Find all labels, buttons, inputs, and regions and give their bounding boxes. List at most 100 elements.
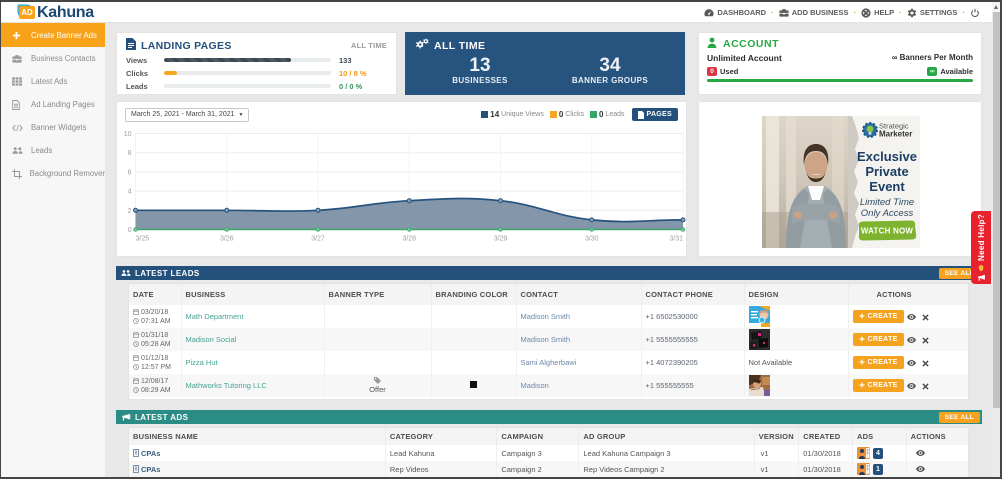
watch-now-label: WATCH NOW xyxy=(861,227,914,236)
sidebar-item-banner-widgets[interactable]: Banner Widgets xyxy=(1,116,105,139)
col-ad-group: AD GROUP xyxy=(578,428,755,445)
design-thumbnail[interactable] xyxy=(748,329,770,350)
lead-row: 01/12/18 12:57 PM Pizza Hut Sami Algherb… xyxy=(129,351,968,374)
nav-separator: · xyxy=(771,8,774,17)
design-thumbnail[interactable] xyxy=(748,306,770,327)
eye-icon xyxy=(907,360,917,367)
available-badge: ∞ xyxy=(927,66,938,76)
ad-subline-1: Limited Time xyxy=(860,197,914,208)
ad-business[interactable]: CPAs xyxy=(133,465,381,474)
sidebar-item-label: Business Contacts xyxy=(31,54,96,63)
view-lead-button[interactable] xyxy=(906,311,918,323)
lead-design xyxy=(744,328,849,351)
banner-groups-count: 34 xyxy=(599,55,621,76)
svg-text:10: 10 xyxy=(124,131,132,138)
nav-separator: · xyxy=(899,8,902,17)
view-ad-button[interactable] xyxy=(915,463,927,475)
tag-icon xyxy=(374,377,381,384)
lead-phone: +1 6502530000 xyxy=(645,312,698,321)
nav-logout[interactable] xyxy=(970,8,980,18)
waving-hand-icon xyxy=(977,265,985,271)
calendar-icon xyxy=(133,309,139,315)
leads-label: Leads xyxy=(605,111,625,118)
lead-business-link[interactable]: Math Department xyxy=(185,312,244,321)
eye-icon xyxy=(916,466,926,472)
delete-lead-button[interactable] xyxy=(920,334,932,346)
ad-thumbnail[interactable] xyxy=(856,463,870,475)
view-lead-button[interactable] xyxy=(906,334,918,346)
nav-help[interactable]: HELP xyxy=(861,7,895,18)
ad-campaign: Campaign 3 xyxy=(496,445,580,461)
watch-now-button[interactable]: WATCH NOW xyxy=(858,220,917,241)
ads-see-all-button[interactable]: SEE ALL xyxy=(938,411,980,423)
account-card: ACCOUNT Unlimited Account ∞ Banners Per … xyxy=(698,32,982,95)
leads-table-card: DATE BUSINESS BANNER TYPE BRANDING COLOR… xyxy=(128,283,969,400)
cogs-icon xyxy=(415,37,429,55)
ad-business[interactable]: CPAs xyxy=(133,449,381,458)
sidebar-item-business-contacts[interactable]: Business Contacts xyxy=(1,47,105,70)
clock-icon xyxy=(133,387,139,393)
ad-thumbnail[interactable] xyxy=(856,447,870,459)
lead-contact-link[interactable]: Madison Smith xyxy=(520,312,571,321)
sidebar-item-latest-ads[interactable]: Latest Ads xyxy=(1,70,105,93)
latest-leads-header: LATEST LEADS SEE ALL xyxy=(116,266,982,280)
date-range-dropdown[interactable]: March 25, 2021 - March 31, 2021 ▼ xyxy=(125,107,250,122)
lead-business-link[interactable]: Madison Social xyxy=(185,335,237,344)
scrollbar-up-arrow[interactable] xyxy=(992,2,1000,12)
date-range-value: March 25, 2021 - March 31, 2021 xyxy=(131,111,235,118)
col-business: BUSINESS xyxy=(181,284,325,305)
lead-branding-color xyxy=(431,374,517,397)
create-button[interactable]: CREATE xyxy=(852,378,904,392)
legend-leads: 0 Leads xyxy=(589,110,625,119)
sidebar-item-create-banner-ads[interactable]: Create Banner Ads xyxy=(1,23,105,47)
create-button[interactable]: CREATE xyxy=(852,309,904,323)
scrollbar-thumb[interactable] xyxy=(992,12,1000,408)
lead-phone: +1 5555555555 xyxy=(645,335,698,344)
lead-business-link[interactable]: Pizza Hut xyxy=(185,358,218,367)
lead-contact-link[interactable]: Madison Smith xyxy=(520,335,571,344)
views-row: Views 133 xyxy=(126,54,387,66)
vertical-scrollbar[interactable] xyxy=(992,2,1000,477)
create-button[interactable]: CREATE xyxy=(852,332,904,346)
man-photo xyxy=(785,144,847,248)
promo-ad-banner[interactable]: Strategic Marketer Exclusive Private Eve… xyxy=(762,116,920,248)
nav-dashboard[interactable]: DASHBOARD xyxy=(704,8,766,17)
col-contact: CONTACT xyxy=(516,284,642,305)
design-thumbnail[interactable] xyxy=(748,375,770,396)
col-design: DESIGN xyxy=(744,284,849,305)
lead-contact-link[interactable]: Madison xyxy=(520,381,549,390)
sidebar: Create Banner Ads Business Contacts Late… xyxy=(1,23,105,477)
help-icon xyxy=(861,7,871,18)
x-icon xyxy=(922,383,929,390)
delete-lead-button[interactable] xyxy=(920,380,932,392)
brand-logo[interactable]: AD Kahuna xyxy=(17,3,94,22)
sidebar-item-background-remover[interactable]: Background Remover xyxy=(1,162,105,185)
view-lead-button[interactable] xyxy=(906,357,918,369)
delete-lead-button[interactable] xyxy=(920,357,932,369)
calendar-icon xyxy=(133,332,139,338)
view-lead-button[interactable] xyxy=(906,380,918,392)
sidebar-item-ad-landing-pages[interactable]: Ad Landing Pages xyxy=(1,93,105,116)
sidebar-item-leads[interactable]: Leads xyxy=(1,139,105,162)
unique-views-count: 14 xyxy=(490,110,500,119)
lead-business-link[interactable]: Mathworks Tutoring LLC xyxy=(185,381,267,390)
col-ads-actions: ACTIONS xyxy=(906,428,968,445)
nav-add-business[interactable]: ADD BUSINESS xyxy=(779,8,849,17)
leads-table: DATE BUSINESS BANNER TYPE BRANDING COLOR… xyxy=(129,284,968,397)
plus-icon xyxy=(12,30,25,40)
need-help-tab[interactable]: Need Help? xyxy=(971,211,991,284)
landing-pages-icon xyxy=(126,37,136,55)
svg-text:0: 0 xyxy=(128,227,132,234)
user-icon xyxy=(707,35,717,53)
nav-help-label: HELP xyxy=(874,8,895,17)
nav-add-business-label: ADD BUSINESS xyxy=(791,8,849,17)
lead-contact-link[interactable]: Sami Algherbawi xyxy=(520,358,577,367)
pages-button[interactable]: PAGES xyxy=(631,108,678,121)
view-ad-button[interactable] xyxy=(915,447,927,459)
leads-see-all-button[interactable]: SEE ALL xyxy=(938,267,980,279)
delete-lead-button[interactable] xyxy=(920,311,932,323)
create-button[interactable]: CREATE xyxy=(852,355,904,369)
nav-settings[interactable]: SETTINGS xyxy=(907,8,957,18)
code-icon xyxy=(12,123,25,133)
